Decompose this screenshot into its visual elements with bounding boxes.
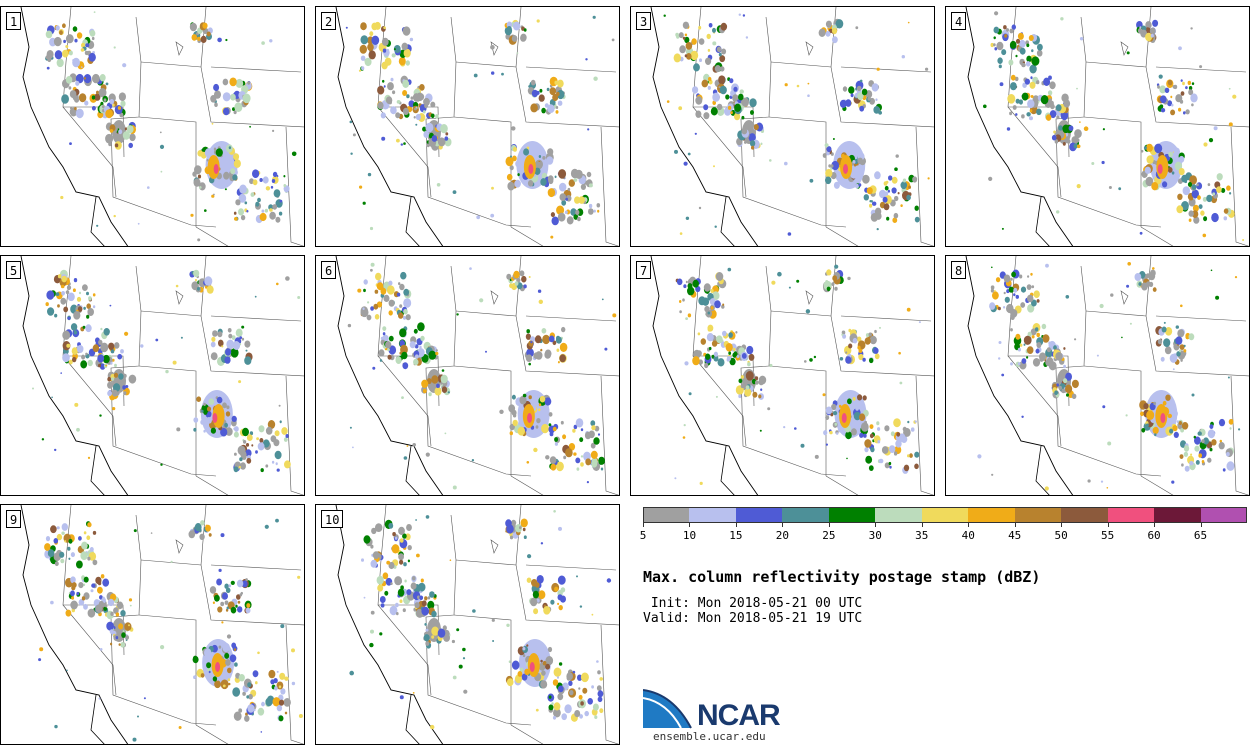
member-number-label: 8 — [951, 261, 967, 279]
ensemble-member-map: 2 — [315, 6, 620, 247]
colorbar-tick-label: 5 — [639, 529, 647, 542]
valid-time: Valid: Mon 2018-05-21 19 UTC — [643, 611, 863, 626]
colorbar-segment — [921, 507, 969, 523]
colorbar-tick-label: 15 — [729, 529, 743, 542]
colorbar-tick-label: 65 — [1193, 529, 1208, 542]
ensemble-member-map: 5 — [0, 255, 305, 496]
ensemble-member-map: 10 — [315, 504, 620, 745]
member-number-label: 7 — [636, 261, 652, 279]
colorbar-tick — [1061, 523, 1063, 527]
colorbar-tick — [968, 523, 970, 527]
ensemble-member-map: 6 — [315, 255, 620, 496]
logo-url: ensemble.ucar.edu — [653, 730, 766, 743]
colorbar-tick — [1154, 523, 1156, 527]
colorbar-tick — [1107, 523, 1109, 527]
member-number-label: 2 — [321, 12, 337, 30]
colorbar-segment — [875, 507, 922, 523]
colorbar-tick — [1014, 523, 1016, 527]
member-number-label: 6 — [321, 261, 337, 279]
colorbar-tick-label: 10 — [682, 529, 697, 542]
colorbar-tick — [643, 523, 644, 527]
colorbar-tick-label: 60 — [1147, 529, 1161, 542]
colorbar-tick — [828, 523, 830, 527]
colorbar-segment — [643, 507, 690, 523]
colorbar-tick — [875, 523, 877, 527]
colorbar-tick-label: 20 — [775, 529, 789, 542]
colorbar-tick-label: 35 — [915, 529, 929, 542]
colorbar-segment — [828, 507, 876, 523]
reflectivity-map — [335, 256, 619, 495]
reflectivity-map — [965, 256, 1249, 495]
init-time: Init: Mon 2018-05-21 00 UTC — [643, 596, 863, 611]
ensemble-member-map: 3 — [630, 6, 935, 247]
colorbar-segment — [1200, 507, 1247, 523]
ensemble-member-map: 9 — [0, 504, 305, 745]
colorbar-tick-label: 55 — [1100, 529, 1115, 542]
colorbar-segment — [1061, 507, 1108, 523]
logo-wordmark: NCAR — [697, 699, 781, 732]
reflectivity-map — [335, 7, 619, 246]
ensemble-member-map: 8 — [945, 255, 1250, 496]
colorbar-tick — [735, 523, 737, 527]
member-number-label: 9 — [6, 510, 22, 528]
ensemble-member-map: 1 — [0, 6, 305, 247]
colorbar-segment — [968, 507, 1015, 523]
colorbar-segment — [1014, 507, 1062, 523]
reflectivity-map — [650, 7, 934, 246]
colorbar-tick-label: 25 — [822, 529, 836, 542]
reflectivity-map — [965, 7, 1249, 246]
reflectivity-map — [20, 505, 304, 744]
colorbar-tick-label: 45 — [1008, 529, 1022, 542]
ncar-logo: NCAR ensemble.ucar.edu — [642, 688, 781, 743]
reflectivity-map — [20, 7, 304, 246]
colorbar-tick-label: 40 — [961, 529, 975, 542]
plot-title: Max. column reflectivity postage stamp (… — [643, 568, 1041, 586]
reflectivity-map — [650, 256, 934, 495]
ensemble-member-map: 4 — [945, 6, 1250, 247]
ncar-swoosh-icon — [642, 689, 692, 729]
ensemble-member-map: 7 — [630, 255, 935, 496]
colorbar-tick-label: 30 — [868, 529, 882, 542]
colorbar-segment — [782, 507, 829, 523]
colorbar-tick — [1200, 523, 1202, 527]
colorbar-segment — [1107, 507, 1155, 523]
reflectivity-map — [335, 505, 619, 744]
colorbar-segment — [1154, 507, 1201, 523]
colorbar-segment — [735, 507, 783, 523]
member-number-label: 10 — [321, 510, 344, 528]
colorbar-tick-label: 50 — [1054, 529, 1068, 542]
member-number-label: 1 — [6, 12, 22, 30]
member-number-label: 4 — [951, 12, 967, 30]
colorbar-tick — [921, 523, 923, 527]
colorbar-tick — [782, 523, 784, 527]
colorbar-segment — [689, 507, 736, 523]
reflectivity-map — [20, 256, 304, 495]
member-number-label: 3 — [636, 12, 652, 30]
member-number-label: 5 — [6, 261, 22, 279]
colorbar-tick — [689, 523, 691, 527]
